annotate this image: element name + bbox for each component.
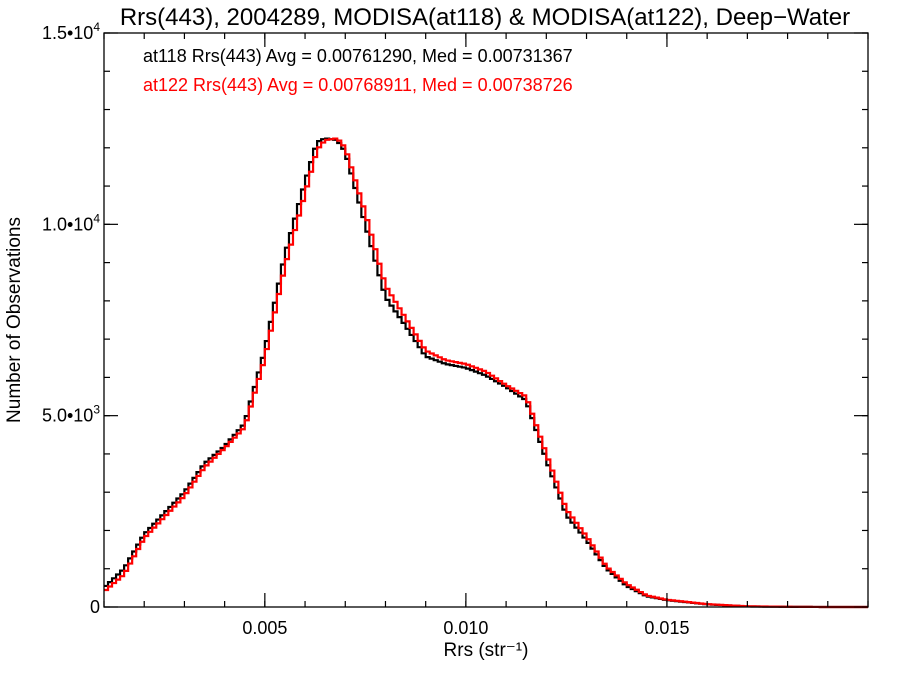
ticks-layer: 0.005 0.010 0.015 0 5.0•103 1.0•104 1.5•104 <box>42 20 869 638</box>
plot-frame <box>103 32 869 608</box>
y-tick-label: 1.5•104 <box>42 20 100 43</box>
x-axis-label: Rrs (str⁻¹) <box>444 640 529 661</box>
x-tick-label: 0.015 <box>644 618 689 638</box>
legend: at118 Rrs(443) Avg = 0.00761290, Med = 0… <box>143 46 573 95</box>
series-layer <box>104 137 868 609</box>
legend-entry-2: at122 Rrs(443) Avg = 0.00768911, Med = 0… <box>143 75 573 95</box>
x-tick-label: 0.005 <box>242 618 287 638</box>
y-tick-label: 5.0•103 <box>42 403 100 426</box>
y-axis-label: Number of Observations <box>4 217 25 423</box>
chart-title: Rrs(443), 2004289, MODISA(at118) & MODIS… <box>120 4 850 31</box>
x-tick-label: 0.010 <box>443 618 488 638</box>
series-at122-line <box>104 137 868 609</box>
y-tick-label: 1.0•104 <box>42 211 100 234</box>
legend-entry-1: at118 Rrs(443) Avg = 0.00761290, Med = 0… <box>143 46 573 66</box>
y-tick-label: 0 <box>90 597 100 617</box>
